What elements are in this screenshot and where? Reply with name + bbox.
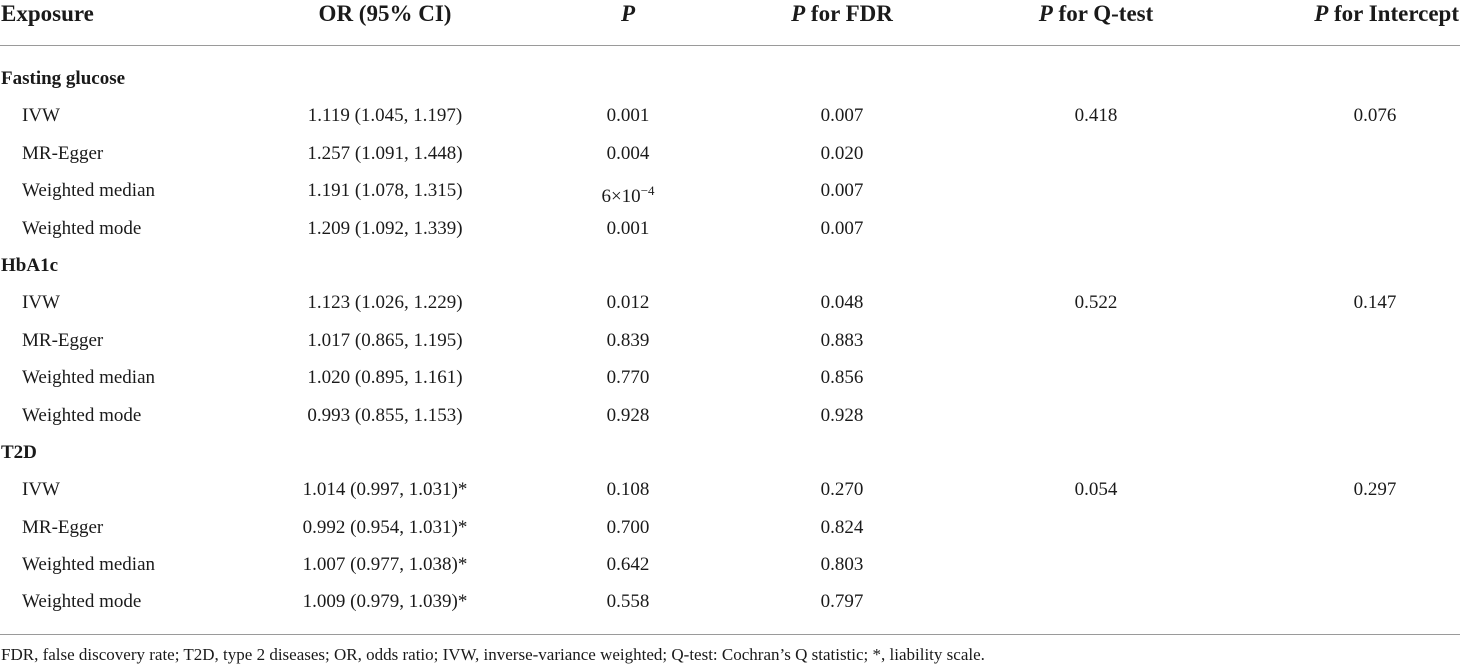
or-cell: 1.009 (0.979, 1.039)* bbox=[302, 591, 468, 613]
p-cell: 0.108 bbox=[606, 479, 650, 501]
or-cell: 1.014 (0.997, 1.031)* bbox=[302, 479, 468, 501]
table-row: IVW 1.014 (0.997, 1.031)* 0.108 0.270 0.… bbox=[0, 471, 1460, 508]
p-fdr-cell: 0.883 bbox=[820, 329, 864, 351]
method-cell: Weighted mode bbox=[22, 591, 142, 613]
group-label-fasting-glucose: Fasting glucose bbox=[1, 68, 126, 89]
method-cell: MR-Egger bbox=[22, 142, 104, 164]
or-cell: 1.257 (1.091, 1.448) bbox=[307, 142, 463, 164]
header-p-intercept-text: for Intercept bbox=[1328, 1, 1459, 26]
p-cell: 0.004 bbox=[606, 142, 650, 164]
p-fdr-cell: 0.824 bbox=[820, 516, 864, 538]
table-row: Weighted mode 0.993 (0.855, 1.153) 0.928… bbox=[0, 397, 1460, 434]
header-p-intercept-italic: P bbox=[1314, 1, 1329, 26]
or-cell: 1.209 (1.092, 1.339) bbox=[307, 217, 463, 239]
p-cell: 0.928 bbox=[606, 404, 650, 426]
p-cell: 0.700 bbox=[606, 516, 650, 538]
header-p-intercept: P for Intercept bbox=[1314, 0, 1459, 28]
p-fdr-cell: 0.007 bbox=[820, 180, 864, 202]
p-value-base: 6×10 bbox=[601, 186, 641, 208]
table-row: Weighted median 1.007 (0.977, 1.038)* 0.… bbox=[0, 546, 1460, 583]
p-cell: 0.770 bbox=[606, 367, 650, 389]
table-footnote: FDR, false discovery rate; T2D, type 2 d… bbox=[1, 645, 985, 664]
group-header-row: HbA1c bbox=[0, 247, 1460, 284]
method-cell: MR-Egger bbox=[22, 329, 104, 351]
p-intercept-cell: 0.297 bbox=[1353, 479, 1397, 501]
group-header-row: Fasting glucose bbox=[0, 60, 1460, 97]
header-p-qtest: P for Q-test bbox=[1039, 0, 1154, 28]
method-cell: IVW bbox=[22, 105, 60, 127]
p-cell: 0.001 bbox=[606, 217, 650, 239]
group-label-hba1c: HbA1c bbox=[1, 254, 58, 276]
p-fdr-cell: 0.803 bbox=[820, 554, 864, 576]
p-cell: 0.642 bbox=[606, 554, 650, 576]
p-intercept-cell: 0.147 bbox=[1353, 292, 1397, 314]
or-cell: 0.992 (0.954, 1.031)* bbox=[302, 516, 468, 538]
header-exposure: Exposure bbox=[1, 1, 94, 26]
method-cell: IVW bbox=[22, 479, 60, 501]
table-row: Weighted median 1.191 (1.078, 1.315) 6×1… bbox=[0, 172, 1460, 209]
p-cell: 0.839 bbox=[606, 329, 650, 351]
group-label-t2d: T2D bbox=[1, 441, 37, 463]
or-cell: 1.007 (0.977, 1.038)* bbox=[302, 554, 468, 576]
p-fdr-cell: 0.020 bbox=[820, 142, 864, 164]
table-row: IVW 1.119 (1.045, 1.197) 0.001 0.007 0.4… bbox=[0, 97, 1460, 134]
table-row: Weighted mode 1.009 (0.979, 1.039)* 0.55… bbox=[0, 583, 1460, 620]
method-cell: IVW bbox=[22, 292, 60, 314]
or-cell: 1.119 (1.045, 1.197) bbox=[307, 105, 463, 127]
or-cell: 1.191 (1.078, 1.315) bbox=[307, 180, 463, 202]
footer-divider bbox=[0, 634, 1460, 635]
p-qtest-cell: 0.418 bbox=[1074, 105, 1118, 127]
method-cell: Weighted mode bbox=[22, 404, 142, 426]
header-p: P bbox=[621, 0, 635, 28]
table-row: IVW 1.123 (1.026, 1.229) 0.012 0.048 0.5… bbox=[0, 284, 1460, 321]
or-cell: 0.993 (0.855, 1.153) bbox=[307, 404, 463, 426]
or-cell: 1.017 (0.865, 1.195) bbox=[307, 329, 463, 351]
header-p-fdr-italic: P bbox=[791, 1, 806, 26]
header-p-qtest-italic: P bbox=[1038, 1, 1053, 26]
or-cell: 1.123 (1.026, 1.229) bbox=[307, 292, 463, 314]
method-cell: Weighted median bbox=[22, 367, 156, 389]
table-header-row: Exposure OR (95% CI) P P for FDR P for Q… bbox=[0, 0, 1460, 40]
p-fdr-cell: 0.048 bbox=[820, 292, 864, 314]
table-row: Weighted median 1.020 (0.895, 1.161) 0.7… bbox=[0, 359, 1460, 396]
p-qtest-cell: 0.522 bbox=[1074, 292, 1118, 314]
method-cell: Weighted mode bbox=[22, 217, 142, 239]
p-value-exponent: −4 bbox=[640, 183, 655, 199]
or-cell: 1.020 (0.895, 1.161) bbox=[307, 367, 463, 389]
group-header-row: T2D bbox=[0, 434, 1460, 471]
header-divider bbox=[0, 45, 1460, 46]
p-fdr-cell: 0.856 bbox=[820, 367, 864, 389]
p-qtest-cell: 0.054 bbox=[1074, 479, 1118, 501]
p-cell: 0.012 bbox=[606, 292, 650, 314]
p-cell: 0.558 bbox=[606, 591, 650, 613]
p-intercept-cell: 0.076 bbox=[1353, 105, 1397, 127]
method-cell: Weighted median bbox=[22, 554, 156, 576]
p-fdr-cell: 0.928 bbox=[820, 404, 864, 426]
header-p-qtest-text: for Q-test bbox=[1052, 1, 1154, 26]
header-p-italic: P bbox=[620, 1, 636, 26]
p-fdr-cell: 0.797 bbox=[820, 591, 864, 613]
p-fdr-cell: 0.007 bbox=[820, 105, 864, 127]
p-cell: 6×10−4 bbox=[601, 172, 654, 215]
method-cell: MR-Egger bbox=[22, 516, 104, 538]
p-fdr-cell: 0.007 bbox=[820, 217, 864, 239]
p-cell: 0.001 bbox=[606, 105, 650, 127]
p-fdr-cell: 0.270 bbox=[820, 479, 864, 501]
table-row: MR-Egger 0.992 (0.954, 1.031)* 0.700 0.8… bbox=[0, 509, 1460, 546]
table-row: MR-Egger 1.257 (1.091, 1.448) 0.004 0.02… bbox=[0, 135, 1460, 172]
table-row: Weighted mode 1.209 (1.092, 1.339) 0.001… bbox=[0, 210, 1460, 247]
header-or-ci: OR (95% CI) bbox=[318, 1, 452, 26]
table-body: Fasting glucose IVW 1.119 (1.045, 1.197)… bbox=[0, 60, 1460, 621]
table-row: MR-Egger 1.017 (0.865, 1.195) 0.839 0.88… bbox=[0, 322, 1460, 359]
header-p-fdr: P for FDR bbox=[791, 0, 893, 28]
method-cell: Weighted median bbox=[22, 180, 156, 202]
header-p-fdr-text: for FDR bbox=[805, 1, 893, 26]
